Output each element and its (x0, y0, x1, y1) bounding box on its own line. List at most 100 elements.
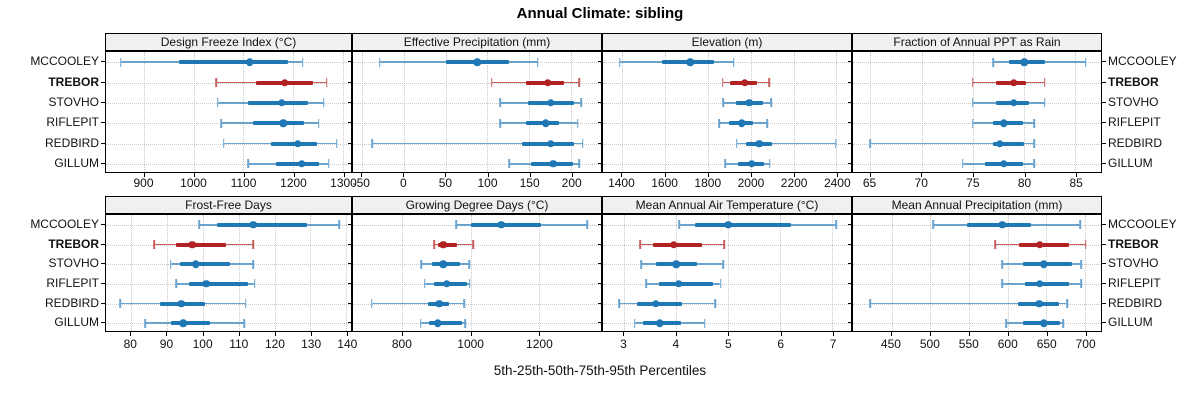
gridline-v (193, 52, 195, 172)
whisker-cap-95 (704, 318, 706, 328)
y-tick-mark (348, 223, 352, 225)
band-25-75 (1024, 281, 1069, 286)
median-dot (191, 260, 200, 268)
band-25-75 (1019, 242, 1069, 247)
whisker-cap-5 (618, 299, 620, 308)
whisker-cap-95 (1043, 98, 1046, 108)
whisker-cap-5 (640, 259, 642, 269)
median-dot (280, 78, 289, 87)
whisker-5-95 (870, 142, 1035, 145)
gridline-v (728, 215, 730, 331)
median-dot (1010, 99, 1018, 107)
y-tick-mark (101, 302, 105, 304)
x-tick-label: 75 (966, 176, 980, 190)
row-label-stovho: STOVHO (1108, 94, 1159, 109)
y-tick-mark (598, 142, 602, 144)
whisker-cap-95 (719, 279, 722, 289)
median-dot (435, 299, 444, 308)
band-25-75 (637, 301, 682, 306)
row-label-gillum: GILLUM (54, 155, 99, 170)
y-tick-mark (598, 243, 602, 245)
x-tick-mark (1076, 173, 1078, 177)
x-tick-mark (623, 332, 625, 336)
row-label-mccooley: MCCOOLEY (1108, 216, 1177, 231)
x-tick-mark (1007, 332, 1009, 336)
x-tick-mark (837, 173, 839, 177)
x-tick-mark (238, 332, 240, 336)
whisker-cap-95 (468, 259, 471, 269)
gridline-v (346, 215, 348, 331)
x-tick-mark (571, 173, 573, 177)
x-tick-label: 600 (997, 337, 1018, 351)
whisker-cap-95 (768, 78, 770, 87)
whisker-cap-5 (961, 159, 964, 169)
band-25-75 (437, 242, 458, 247)
median-dot (748, 160, 756, 168)
row-label-gillum: GILLUM (1108, 155, 1153, 170)
band-25-75 (993, 121, 1024, 126)
whisker-cap-95 (302, 57, 304, 67)
median-dot (724, 221, 733, 229)
panel-strip-fraction-of-annual-ppt-as-rain: Fraction of Annual PPT as Rain (852, 33, 1102, 51)
gridline-v (202, 215, 204, 331)
row-label-trebor: TREBOR (1108, 74, 1159, 89)
y-tick-mark (101, 101, 105, 103)
x-tick-label: 85 (1069, 176, 1083, 190)
whisker-cap-5 (508, 159, 510, 169)
whisker-cap-5 (120, 57, 122, 67)
whisker-5-95 (372, 142, 583, 145)
x-tick-label: 900 (133, 176, 154, 190)
median-dot (179, 319, 187, 327)
y-tick-mark (598, 223, 602, 225)
row-label-gillum: GILLUM (1108, 315, 1153, 330)
y-tick-mark (598, 263, 602, 265)
whisker-cap-95 (578, 159, 581, 169)
y-tick-mark (848, 282, 852, 284)
x-tick-mark (621, 173, 623, 177)
x-tick-label: 6 (777, 337, 785, 351)
gridline-v (238, 215, 240, 331)
row-label-stovho: STOVHO (48, 256, 99, 271)
y-tick-mark (348, 243, 352, 245)
whisker-cap-95 (722, 259, 724, 269)
whisker-cap-5 (678, 220, 680, 230)
whisker-cap-5 (222, 139, 225, 148)
row-label-trebor: TREBOR (48, 236, 99, 251)
row-label-redbird: REDBIRD (1108, 295, 1163, 310)
row-label-mccooley: MCCOOLEY (1108, 54, 1177, 69)
gridline-v (243, 52, 245, 172)
whisker-cap-5 (992, 57, 995, 67)
y-tick-mark (598, 101, 602, 103)
y-tick-mark (101, 322, 105, 324)
median-dot (277, 99, 286, 107)
gridline-v (707, 52, 709, 172)
panel-strip-frost-free-days: Frost-Free Days (105, 196, 352, 214)
panel-elevation-m (602, 51, 852, 173)
whisker-cap-95 (463, 299, 465, 308)
median-dot (999, 119, 1008, 127)
band-25-75 (178, 60, 288, 65)
x-tick-mark (869, 173, 871, 177)
whisker-cap-95 (732, 57, 735, 67)
x-tick-mark (470, 332, 472, 336)
x-tick-label: 1300 (330, 176, 357, 190)
gridline-v (921, 52, 923, 172)
x-tick-label: 1000 (180, 176, 207, 190)
whisker-cap-5 (490, 78, 493, 87)
median-dot (998, 221, 1006, 229)
band-25-75 (270, 141, 317, 146)
y-tick-mark (598, 322, 602, 324)
panel-strip-growing-degree-days-c: Growing Degree Days (°C) (352, 196, 602, 214)
y-tick-mark (848, 122, 852, 124)
whisker-cap-5 (972, 118, 974, 128)
y-tick-mark (598, 302, 602, 304)
panel-strip-design-freeze-index-c: Design Freeze Index (°C) (105, 33, 352, 51)
x-tick-mark (675, 332, 677, 336)
x-tick-label: 1200 (280, 176, 307, 190)
gridline-v (624, 215, 626, 331)
median-dot (745, 99, 753, 107)
y-tick-mark (1102, 61, 1106, 63)
gridline-v (676, 215, 678, 331)
axis-caption: 5th-25th-50th-75th-95th Percentiles (493, 363, 707, 378)
whisker-cap-5 (420, 259, 423, 269)
